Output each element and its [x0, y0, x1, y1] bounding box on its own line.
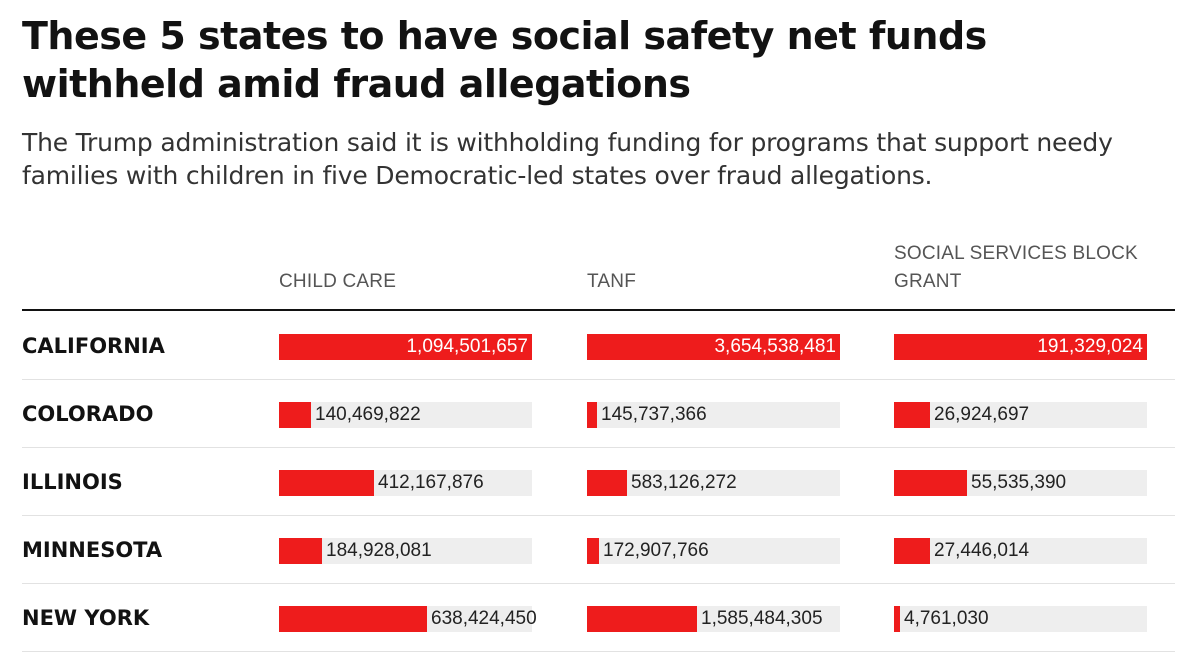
bar-child-care — [279, 606, 427, 632]
column-header-child-care: CHILD CARE — [279, 271, 397, 292]
value-label: 27,446,014 — [934, 540, 1030, 561]
row-divider — [22, 447, 1175, 448]
row-divider — [22, 379, 1175, 380]
value-label: 191,329,024 — [1037, 336, 1143, 357]
bar-track-child-care: 1,094,501,657 — [279, 334, 532, 360]
bar-social-services-block-grant — [894, 334, 1147, 360]
table-row: COLORADO 140,469,822 145,737,366 26,924,697 — [22, 380, 1175, 448]
bar-social-services-block-grant — [894, 470, 967, 496]
value-label: 145,737,366 — [601, 404, 707, 425]
column-header-tanf: TANF — [587, 271, 636, 292]
bar-child-care — [279, 538, 322, 564]
value-label: 1,094,501,657 — [406, 336, 528, 357]
header-rule — [22, 309, 1175, 311]
state-label: NEW YORK — [22, 606, 150, 630]
bar-social-services-block-grant — [894, 606, 900, 632]
bar-track-tanf: 1,585,484,305 — [587, 606, 840, 632]
row-divider — [22, 515, 1175, 516]
value-label: 1,585,484,305 — [701, 608, 823, 629]
bar-child-care — [279, 334, 532, 360]
column-header-social-services-block-grant: SOCIAL SERVICES BLOCK GRANT — [894, 243, 1138, 292]
bar-track-social-services-block-grant: 27,446,014 — [894, 538, 1147, 564]
value-label: 4,761,030 — [904, 608, 989, 629]
value-label: 638,424,450 — [431, 608, 537, 629]
value-label: 140,469,822 — [315, 404, 421, 425]
bar-child-care — [279, 402, 311, 428]
state-label: CALIFORNIA — [22, 334, 165, 358]
bar-track-tanf: 583,126,272 — [587, 470, 840, 496]
value-label: 3,654,538,481 — [714, 336, 836, 357]
value-label: 583,126,272 — [631, 472, 737, 493]
state-label: ILLINOIS — [22, 470, 123, 494]
value-label: 412,167,876 — [378, 472, 484, 493]
bar-track-tanf: 145,737,366 — [587, 402, 840, 428]
value-label: 26,924,697 — [934, 404, 1030, 425]
table-row: CALIFORNIA 1,094,501,657 3,654,538,481 191,… — [22, 312, 1175, 380]
bar-track-child-care: 412,167,876 — [279, 470, 532, 496]
table-row: MINNESOTA 184,928,081 172,907,766 27,446,01… — [22, 516, 1175, 584]
bar-track-child-care: 184,928,081 — [279, 538, 532, 564]
state-label: COLORADO — [22, 402, 154, 426]
bar-track-child-care: 638,424,450 — [279, 606, 537, 632]
bar-tanf — [587, 334, 840, 360]
bar-tanf — [587, 538, 599, 564]
table-row: NEW YORK 638,424,450 1,585,484,305 4,761,03… — [22, 584, 1175, 652]
bar-track-social-services-block-grant: 191,329,024 — [894, 334, 1147, 360]
chart-subtitle: The Trump administration said it is with… — [22, 128, 1113, 190]
table-row: ILLINOIS 412,167,876 583,126,272 55,535,390 — [22, 448, 1175, 516]
bar-track-social-services-block-grant: 55,535,390 — [894, 470, 1147, 496]
bar-child-care — [279, 470, 374, 496]
bar-social-services-block-grant — [894, 402, 930, 428]
state-label: MINNESOTA — [22, 538, 163, 562]
row-divider — [22, 583, 1175, 584]
bar-track-tanf: 3,654,538,481 — [587, 334, 840, 360]
chart-title: These 5 states to have social safety net… — [22, 14, 987, 106]
bar-tanf — [587, 470, 627, 496]
bar-tanf — [587, 606, 697, 632]
bar-track-child-care: 140,469,822 — [279, 402, 532, 428]
bar-tanf — [587, 402, 597, 428]
bar-track-social-services-block-grant: 26,924,697 — [894, 402, 1147, 428]
value-label: 172,907,766 — [603, 540, 709, 561]
value-label: 55,535,390 — [971, 472, 1067, 493]
bar-track-tanf: 172,907,766 — [587, 538, 840, 564]
bar-track-social-services-block-grant: 4,761,030 — [894, 606, 1147, 632]
value-label: 184,928,081 — [326, 540, 432, 561]
bar-social-services-block-grant — [894, 538, 930, 564]
